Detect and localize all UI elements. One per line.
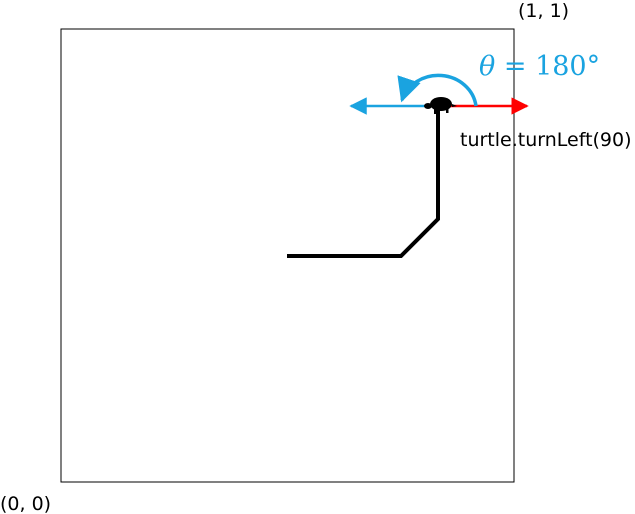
bottom-left-corner-label: (0, 0) <box>0 493 51 514</box>
angle-value: 180° <box>535 51 600 82</box>
canvas-frame <box>60 28 515 483</box>
command-label: turtle.turnLeft(90) <box>460 129 632 151</box>
angle-equals: = <box>495 51 535 82</box>
curved-arrow-icon <box>397 73 478 107</box>
turtle-icon <box>424 97 457 114</box>
top-right-corner-label: (1, 1) <box>518 0 569 22</box>
angle-symbol: θ <box>479 51 495 82</box>
turtle-path <box>287 109 440 258</box>
angle-label: θ = 180° <box>479 51 600 82</box>
